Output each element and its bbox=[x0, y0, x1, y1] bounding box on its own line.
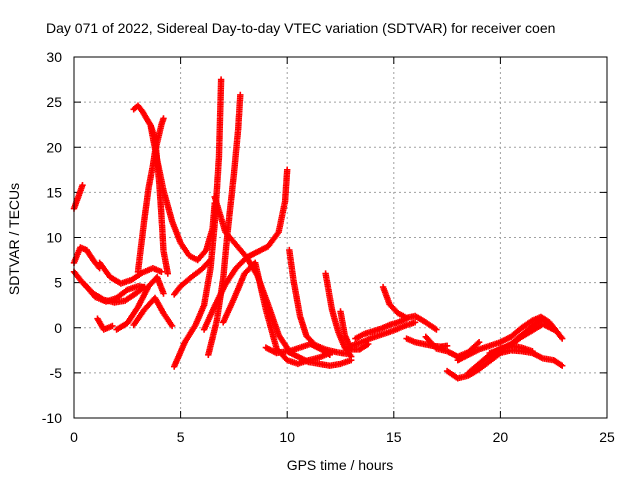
series-arc-18 bbox=[262, 344, 355, 369]
data-point bbox=[559, 335, 566, 342]
data-point bbox=[158, 268, 165, 275]
series-arc-16 bbox=[211, 193, 333, 358]
series-arc-01 bbox=[70, 182, 86, 212]
y-tick-label-10: 10 bbox=[46, 230, 62, 246]
y-tick-label-0: 0 bbox=[54, 320, 62, 336]
series-arc-15 bbox=[200, 166, 291, 333]
series-arc-24 bbox=[379, 283, 440, 333]
series-arc-13 bbox=[171, 256, 214, 298]
data-point bbox=[160, 115, 167, 122]
y-axis-label: SDTVAR / TECUs bbox=[6, 183, 22, 295]
y-tick-label-25: 25 bbox=[46, 94, 62, 110]
data-point bbox=[411, 319, 419, 326]
series-arc-04 bbox=[81, 281, 148, 305]
y-tick-label-15: 15 bbox=[46, 184, 62, 200]
x-tick-label-10: 10 bbox=[279, 429, 295, 445]
series-arc-05 bbox=[94, 315, 116, 333]
x-tick-label-25: 25 bbox=[599, 429, 615, 445]
series-arc-20 bbox=[322, 270, 355, 360]
y-tick-label--5: -5 bbox=[50, 365, 63, 381]
y-tick-label-20: 20 bbox=[46, 139, 62, 155]
data-point bbox=[109, 322, 116, 330]
series-arc-08 bbox=[130, 294, 176, 330]
x-tick-label-5: 5 bbox=[177, 429, 185, 445]
y-tick-label--10: -10 bbox=[42, 410, 62, 426]
plot-frame bbox=[73, 56, 608, 419]
x-tick-label-0: 0 bbox=[70, 429, 78, 445]
series-arc-06 bbox=[96, 259, 165, 287]
series-arc-14 bbox=[205, 91, 244, 358]
data-point bbox=[475, 339, 483, 346]
series-arc-02 bbox=[70, 244, 103, 272]
y-tick-label-5: 5 bbox=[54, 275, 62, 291]
series-arc-12 bbox=[171, 76, 225, 370]
data-point bbox=[443, 342, 451, 349]
data-point bbox=[160, 290, 167, 297]
data-point bbox=[164, 270, 171, 277]
data-point bbox=[284, 166, 291, 173]
data-point bbox=[348, 353, 355, 360]
data-points bbox=[70, 76, 566, 382]
chart-title: Day 071 of 2022, Sidereal Day-to-day VTE… bbox=[46, 20, 555, 36]
data-point bbox=[79, 182, 86, 189]
series-arc-19 bbox=[286, 246, 351, 358]
data-point bbox=[168, 322, 176, 330]
series-arc-23 bbox=[352, 315, 410, 342]
data-point bbox=[559, 362, 566, 369]
data-point bbox=[550, 326, 557, 333]
data-point bbox=[529, 348, 536, 355]
y-tick-label-30: 30 bbox=[46, 49, 62, 65]
x-axis-label: GPS time / hours bbox=[287, 457, 394, 473]
data-point bbox=[206, 258, 213, 265]
data-point bbox=[237, 91, 244, 99]
x-tick-label-15: 15 bbox=[386, 429, 402, 445]
axis-ticks: 0 5 10 15 20 25 -10 -5 0 5 10 15 20 25 30 bbox=[42, 49, 615, 445]
data-point bbox=[433, 326, 440, 333]
data-point bbox=[207, 256, 214, 264]
series-arc-31 bbox=[507, 320, 557, 349]
series-arc-27 bbox=[443, 347, 566, 382]
series-arc-22 bbox=[348, 319, 419, 349]
data-point bbox=[217, 76, 225, 83]
series-arc-07 bbox=[113, 274, 167, 333]
x-tick-label-20: 20 bbox=[493, 429, 509, 445]
